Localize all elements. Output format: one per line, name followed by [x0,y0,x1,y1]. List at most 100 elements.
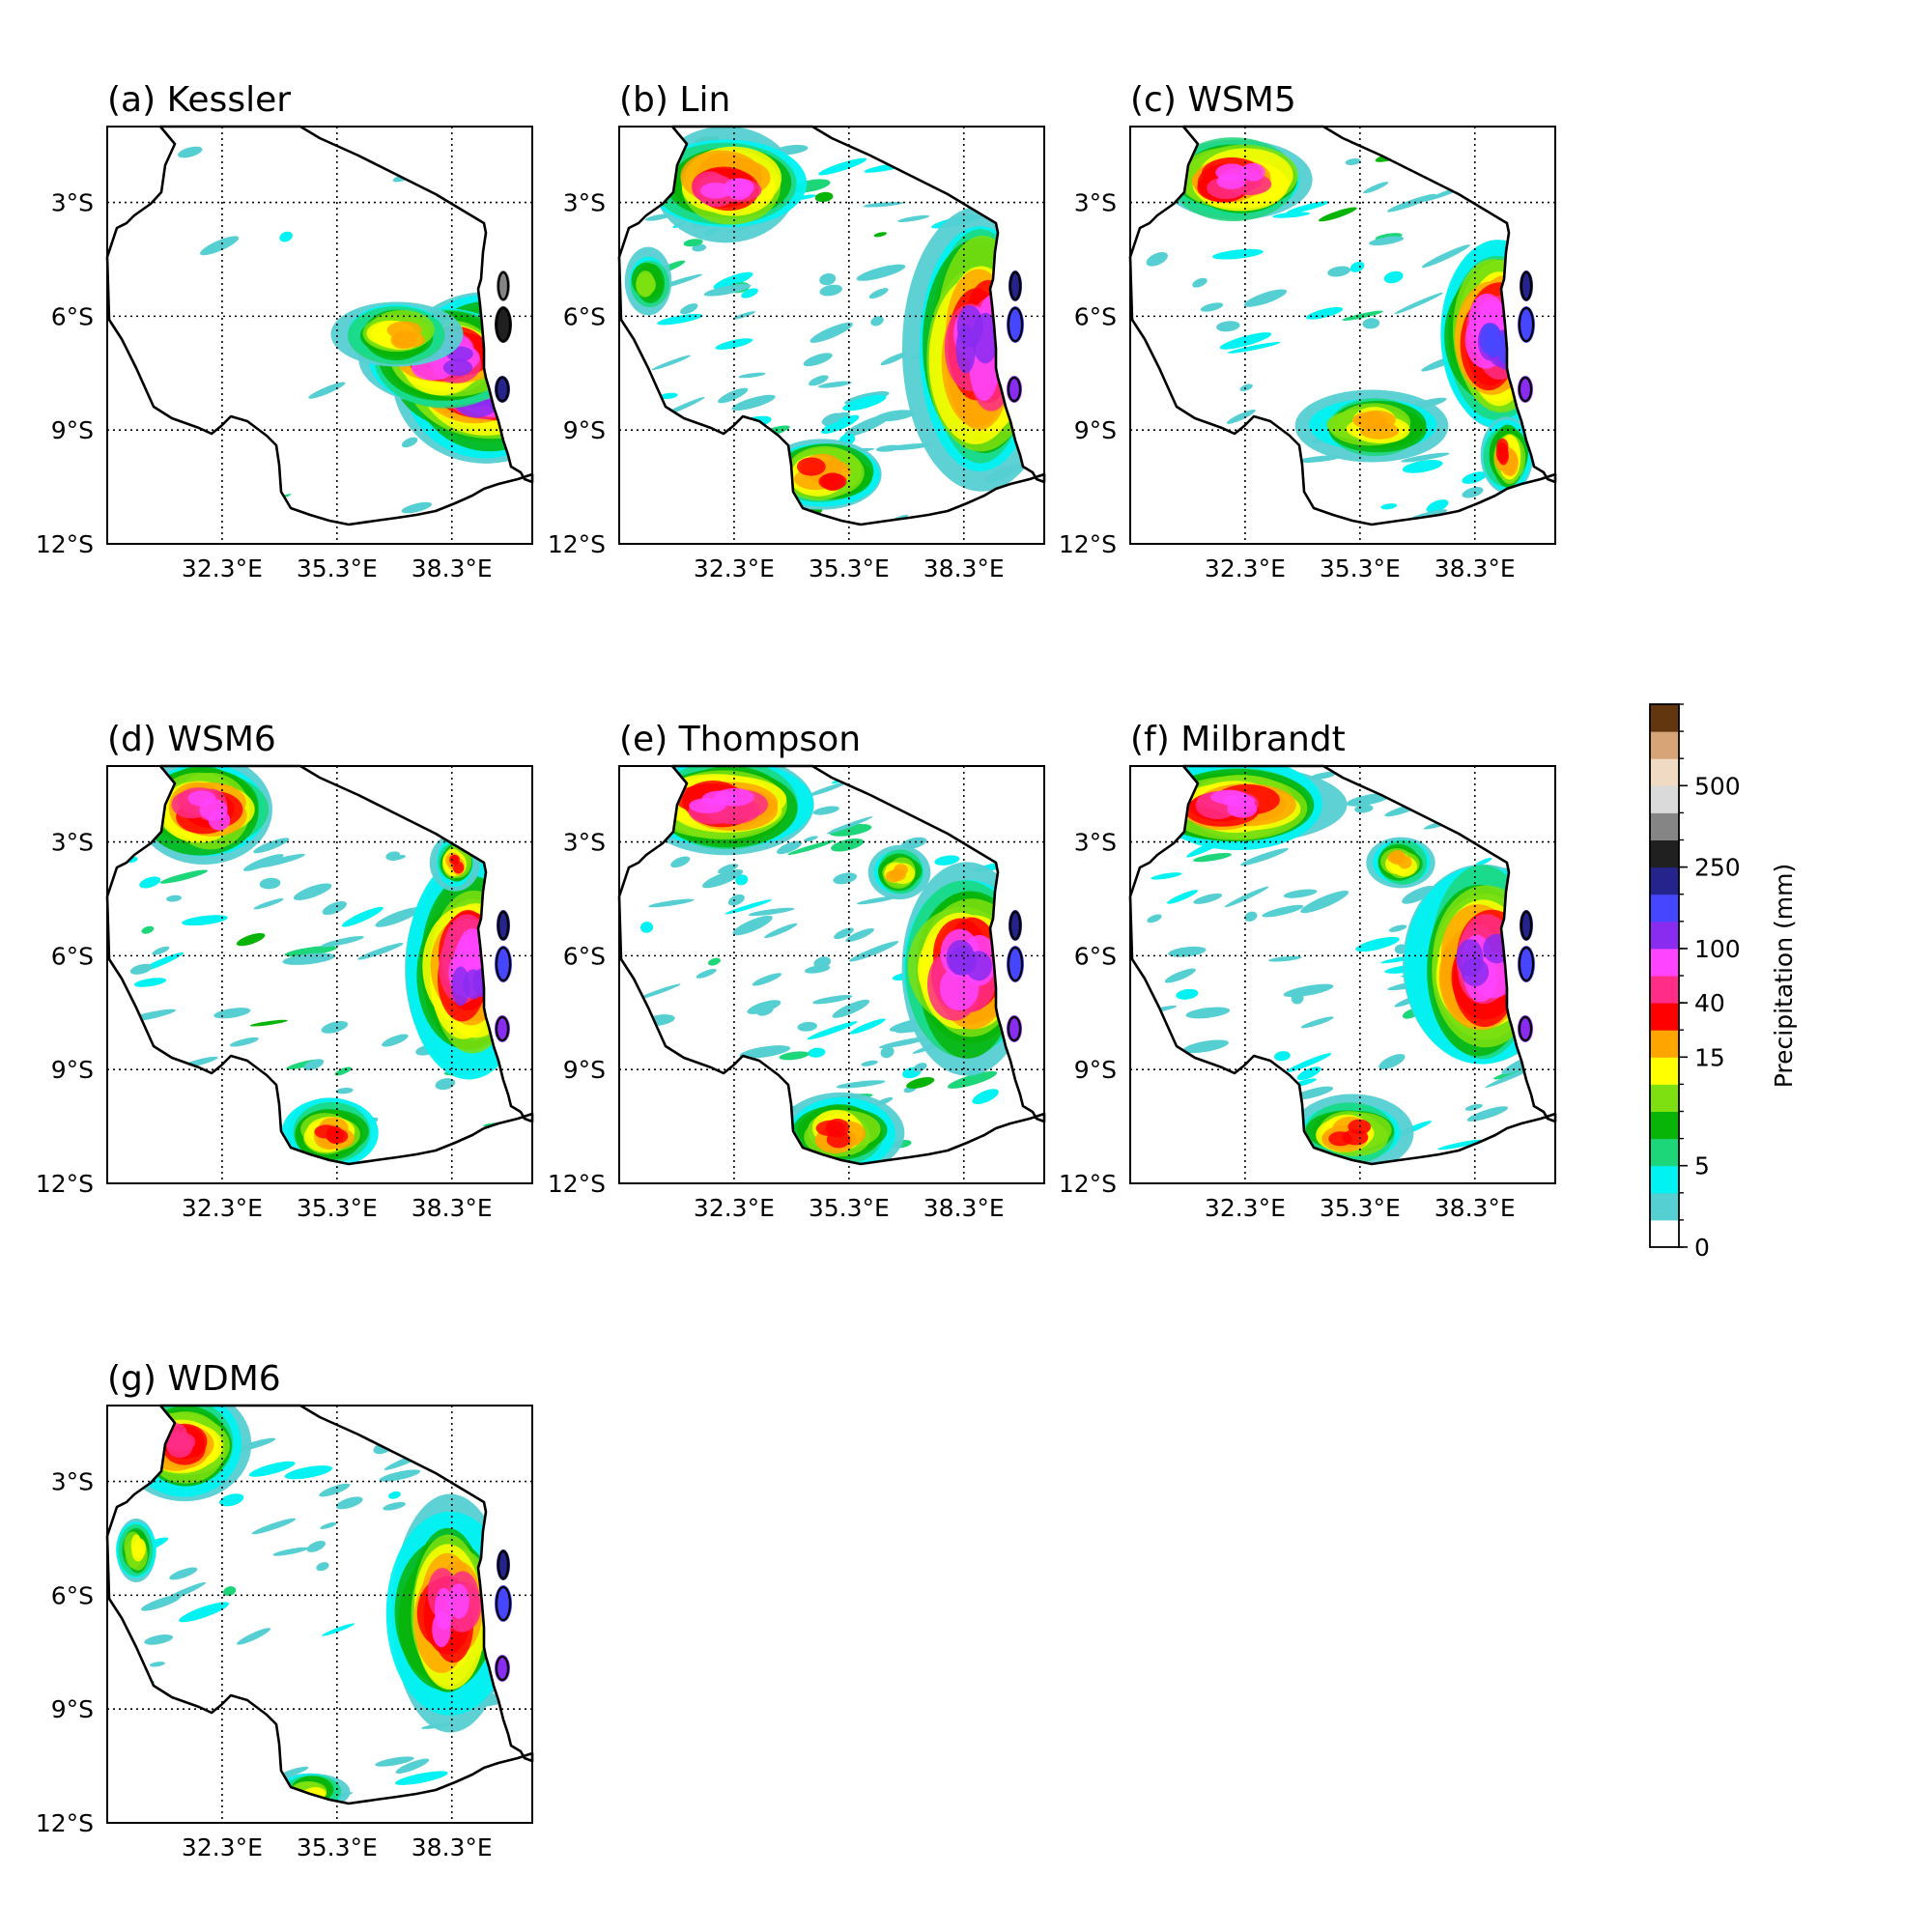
rain-streak [178,146,203,158]
rain-streak [1216,321,1240,332]
rain-streak [967,146,1014,159]
rain-streak [880,1046,895,1059]
rain-streak [159,1581,206,1604]
rain-streak [213,1008,251,1019]
lon-tick-label: 35.3°E [1320,554,1401,582]
rain-streak [1484,185,1506,194]
rain-streak [713,271,753,290]
rain-streak [166,895,182,902]
lat-tick-label: 9°S [563,1056,606,1084]
rain-cell [1485,324,1502,358]
precipitation-field [128,145,532,514]
rain-streak [1355,936,1400,952]
country-border [105,125,534,526]
rain-streak [435,1078,456,1091]
island-outline [1518,306,1535,343]
rain-streak [322,1623,355,1636]
rain-streak [764,923,798,939]
island-rain [1518,306,1535,343]
island-outline [1518,1015,1533,1042]
rain-streak [227,1132,275,1155]
rain-streak [836,1080,886,1089]
rain-streak [970,807,995,817]
rain-streak [1426,499,1449,513]
rain-cell [820,472,845,492]
rain-cell [636,270,655,297]
rain-streak [1291,992,1304,1005]
rain-streak [1362,318,1380,329]
rain-streak [642,1014,675,1027]
rain-streak [821,414,860,435]
rain-streak [741,288,758,298]
rain-streak [383,1501,406,1511]
island-outline [497,270,510,301]
lon-tick-label: 38.3°E [1435,554,1516,582]
rain-streak [972,1089,999,1105]
rain-streak [724,899,772,915]
rain-streak [735,874,749,886]
lat-tick-label: 12°S [548,530,606,558]
lat-tick-label: 12°S [548,1170,606,1198]
colorbar-segment [1650,812,1679,840]
rain-streak [690,1115,712,1122]
rain-cell [714,787,754,807]
rain-cell [946,939,975,976]
rain-streak [648,1089,676,1099]
rain-streak [1363,182,1389,194]
rain-streak [893,779,910,788]
rain-streak [303,1059,325,1071]
rain-cell [314,1124,339,1139]
rain-cell [1210,789,1249,805]
colorbar-segment [1650,1111,1679,1140]
lat-tick-label: 6°S [563,302,606,330]
rain-streak [897,214,930,222]
rain-streak [1219,332,1272,350]
rain-cell [451,966,470,1007]
colorbar-segment [1650,704,1679,732]
rain-streak [755,1124,790,1134]
rain-streak [803,836,818,842]
rain-streak [817,381,852,388]
rain-streak [1178,1155,1218,1164]
rain-streak [401,437,418,448]
rain-streak [144,1634,174,1645]
rain-streak [643,457,691,470]
island-outline [1520,270,1533,301]
lon-tick-label: 38.3°E [412,1194,493,1222]
rain-streak [200,236,240,256]
rain-streak [1369,236,1405,246]
colorbar-segment [1650,1003,1679,1031]
rain-streak [736,415,772,430]
rain-streak [379,1469,421,1482]
rain-streak [395,1758,430,1774]
map-panel-c: (c) WSM5 32.3°E 35.3°E 38.3°E 3°S 6°S 9°S 12°S [1059,80,1557,582]
rain-streak [1485,1066,1535,1088]
colorbar-segment [1650,758,1679,786]
island-outline [1520,910,1533,941]
rain-cell [699,182,732,199]
offshore-islands [495,1549,512,1682]
rain-streak [703,283,752,297]
rain-cell [199,799,228,821]
rain-streak [149,1662,165,1667]
lat-tick-label: 6°S [563,942,606,970]
rain-streak [501,842,516,856]
rain-streak [1151,872,1182,880]
lon-tick-label: 38.3°E [923,1194,1005,1222]
offshore-islands [495,270,512,403]
rain-streak [322,901,347,916]
colorbar-segment [1650,1165,1679,1194]
rain-streak [1296,455,1342,463]
rain-streak [1185,1007,1231,1019]
rain-streak [1380,503,1398,510]
rain-streak [833,872,857,885]
rain-streak [284,946,338,957]
panel-title: (e) Thompson [619,720,861,759]
rain-streak [639,922,654,933]
country-border [105,1404,534,1805]
rain-streak [1495,207,1525,214]
rain-streak [341,906,384,927]
rain-streak [256,853,305,868]
rain-streak [223,1586,237,1597]
